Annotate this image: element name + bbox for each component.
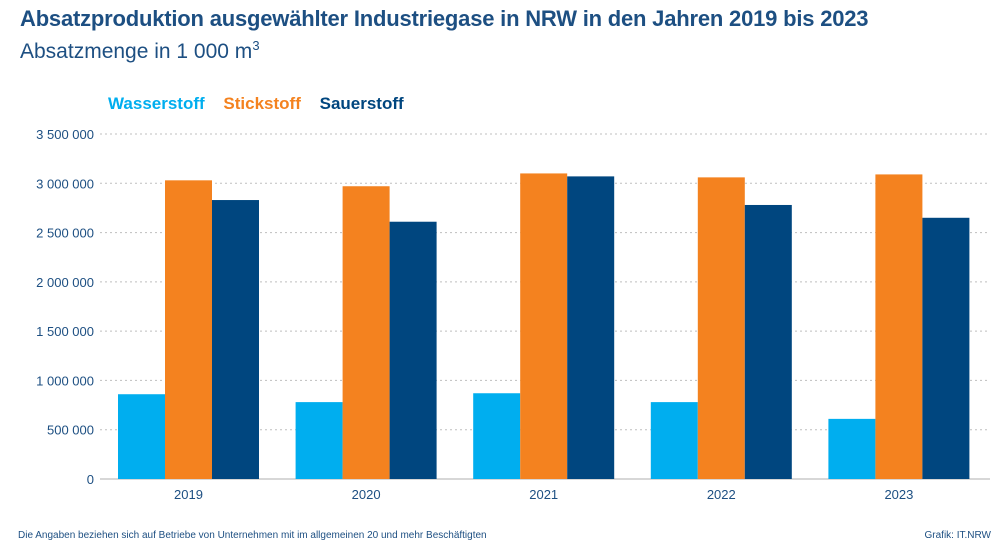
bar-stickstoff-2019 [165, 180, 212, 480]
y-tick-label: 1 000 000 [36, 373, 94, 388]
bar-stickstoff-2023 [875, 174, 923, 479]
legend-entry-sauerstoff: Sauerstoff [319, 94, 404, 113]
y-tick-label: 2 000 000 [36, 275, 94, 290]
y-tick-label: 3 000 000 [36, 176, 94, 191]
x-axis-labels: 2019 2020 2021 2022 2023 [174, 487, 913, 502]
bar-stickstoff-2022 [697, 177, 745, 479]
bar-chart: 0 500 000 1 000 000 1 500 000 2 000 000 2 500… [36, 127, 990, 502]
bar-sauerstoff-2019 [212, 200, 259, 480]
chart-legend: Wasserstoff Stickstoff Sauerstoff [108, 94, 418, 114]
chart-title: Absatzproduktion ausgewählter Industrieg… [20, 6, 869, 31]
bar-sauerstoff-2023 [922, 217, 970, 480]
bar-sauerstoff-2022 [744, 204, 792, 479]
y-tick-label: 0 [87, 472, 94, 487]
x-category-label: 2020 [352, 487, 381, 502]
y-tick-label: 2 500 000 [36, 226, 94, 241]
source-credit: Grafik: IT.NRW [924, 530, 991, 541]
chart-subtitle: Absatzmenge in 1 000 m3 [20, 38, 260, 64]
x-category-label: 2021 [529, 487, 558, 502]
bar-wasserstoff-2021 [473, 393, 521, 479]
bar-sauerstoff-2020 [389, 221, 437, 479]
bars [118, 173, 970, 480]
x-category-label: 2023 [884, 487, 913, 502]
y-tick-label: 1 500 000 [36, 324, 94, 339]
x-category-label: 2022 [707, 487, 736, 502]
subtitle-superscript: 3 [252, 38, 260, 53]
bar-wasserstoff-2020 [295, 402, 343, 479]
bar-stickstoff-2020 [342, 186, 390, 479]
bar-wasserstoff-2023 [828, 418, 876, 479]
bar-wasserstoff-2022 [650, 402, 698, 479]
legend-entry-stickstoff: Stickstoff [223, 94, 301, 113]
footnote: Die Angaben beziehen sich auf Betriebe v… [18, 530, 487, 541]
legend-entry-wasserstoff: Wasserstoff [108, 94, 205, 113]
bar-wasserstoff-2019 [118, 394, 165, 479]
y-axis-ticks: 0 500 000 1 000 000 1 500 000 2 000 000 2 500… [36, 127, 94, 487]
y-tick-label: 500 000 [47, 423, 94, 438]
bar-stickstoff-2021 [520, 173, 568, 479]
subtitle-text: Absatzmenge in 1 000 m [20, 40, 253, 63]
bar-sauerstoff-2021 [567, 176, 615, 479]
y-tick-label: 3 500 000 [36, 127, 94, 142]
x-category-label: 2019 [174, 487, 203, 502]
